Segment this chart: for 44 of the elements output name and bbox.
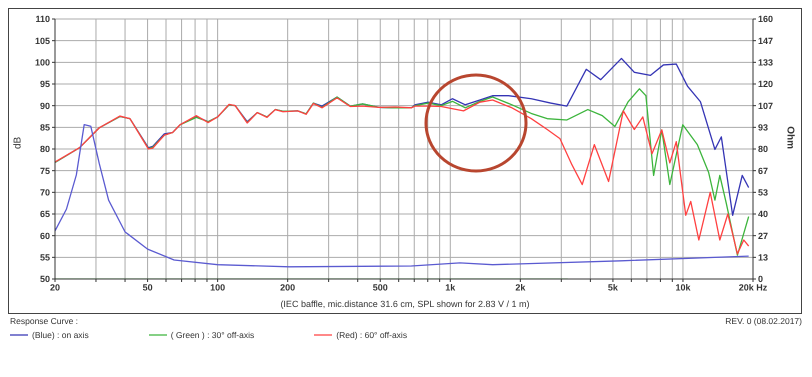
- y2-tick-label: 53: [758, 188, 768, 198]
- x-tick-label: 100: [210, 282, 226, 292]
- y2-tick-label: 27: [758, 230, 768, 241]
- y-tick-label: 70: [40, 188, 50, 198]
- y-tick-label: 50: [40, 274, 50, 284]
- y-tick-label: 105: [34, 36, 50, 46]
- x-tick-label: 200: [280, 282, 296, 292]
- x-tick-label: 500: [372, 282, 388, 292]
- x-tick-label: 2k: [515, 282, 526, 292]
- y-tick-label: 75: [40, 166, 50, 176]
- y2-tick-label: 147: [758, 36, 774, 46]
- y-tick-label: 65: [40, 209, 50, 220]
- y-tick-label: 55: [40, 252, 50, 263]
- x-tick-label: 20k Hz: [738, 282, 768, 292]
- y2-tick-label: 133: [758, 58, 774, 68]
- y2-tick-label: 67: [758, 166, 768, 176]
- y2-axis-title: Ohm: [784, 126, 796, 150]
- y-tick-label: 95: [40, 79, 50, 90]
- y2-tick-label: 40: [758, 209, 768, 220]
- y2-tick-label: 93: [758, 122, 768, 133]
- x-tick-label: 5k: [608, 282, 619, 292]
- y-tick-label: 100: [34, 58, 50, 68]
- legend-label: ( Green ) : 30° off-axis: [170, 330, 254, 340]
- legend-label: (Blue) : on axis: [32, 330, 89, 340]
- x-tick-label: 50: [142, 282, 153, 292]
- y2-tick-label: 13: [758, 252, 768, 263]
- legend-label: (Red) : 60° off-axis: [336, 330, 408, 340]
- y2-tick-label: 0: [758, 274, 764, 284]
- x-tick-label: 20: [50, 282, 60, 292]
- y-tick-label: 90: [40, 100, 50, 111]
- y-tick-label: 60: [40, 230, 50, 241]
- y2-tick-label: 107: [758, 100, 774, 111]
- text: (IEC baffle, mic.distance 31.6 cm, SPL shown for 2.83 V / 1 m): [279, 298, 531, 311]
- y2-tick-label: 120: [758, 79, 774, 90]
- y-tick-label: 110: [35, 14, 50, 24]
- x-tick-label: 1k: [445, 282, 456, 292]
- y-tick-label: 85: [40, 122, 50, 133]
- y-tick-label: 80: [40, 144, 50, 154]
- text: REV. 0 (08.02.2017): [725, 316, 802, 326]
- x-tick-label: 10k: [675, 282, 692, 292]
- y2-tick-label: 160: [758, 14, 774, 24]
- y2-tick-label: 80: [758, 144, 768, 154]
- y-axis-title: dB: [12, 136, 24, 149]
- legend-title: Response Curve :: [10, 316, 78, 326]
